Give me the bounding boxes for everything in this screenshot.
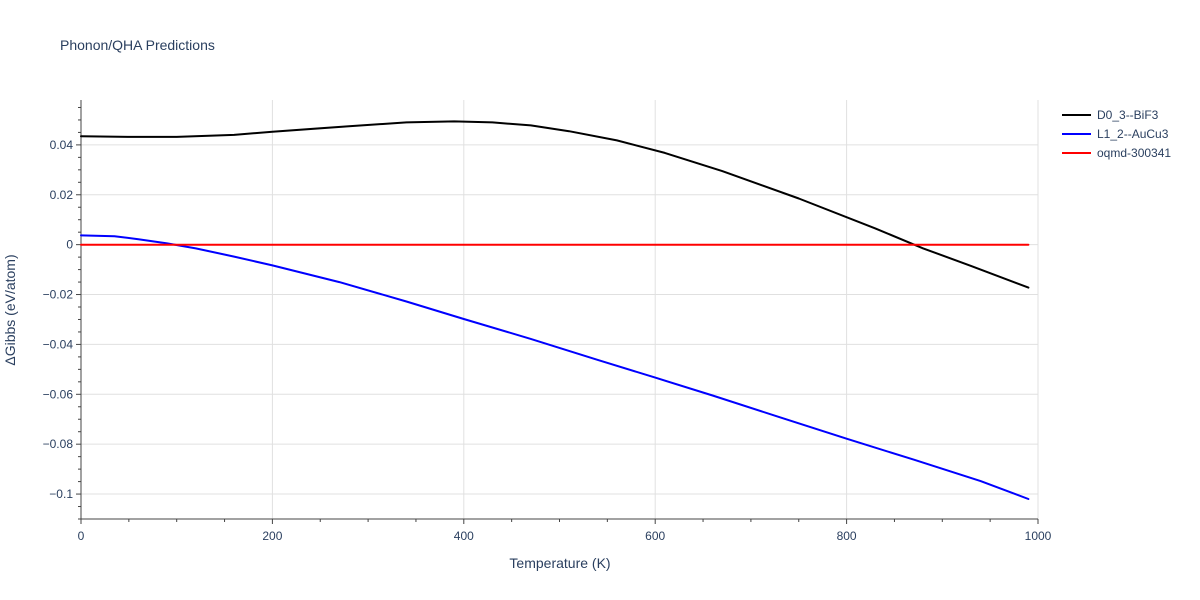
y-tick-labels: 0.04 0.02 0 −0.02 −0.04 −0.06 −0.08 −0.1 [43,138,74,501]
series-line-d0-3-bif3[interactable] [80,120,1030,289]
legend-label: D0_3--BiF3 [1097,108,1159,122]
legend-item[interactable]: L1_2--AuCu3 [1062,127,1169,141]
x-tick-label: 200 [262,529,282,543]
series-lines [80,120,1030,500]
legend-label: oqmd-300341 [1097,146,1171,160]
legend[interactable]: D0_3--BiF3 L1_2--AuCu3 oqmd-300341 [1062,108,1171,160]
y-tick-label: −0.06 [43,387,74,401]
x-tick-label: 0 [78,529,85,543]
legend-item[interactable]: D0_3--BiF3 [1062,108,1159,122]
axes [76,100,1039,524]
x-tick-label: 1000 [1025,529,1052,543]
y-tick-label: −0.04 [43,337,74,351]
y-axis-title: ΔGibbs (eV/atom) [2,254,18,365]
gridlines [81,100,1039,519]
series-line-l1-2-aucu3[interactable] [80,234,1030,500]
y-tick-label: 0.02 [50,188,74,202]
chart-title: Phonon/QHA Predictions [60,37,215,53]
y-tick-label: −0.02 [43,288,74,302]
x-tick-label: 800 [837,529,857,543]
y-tick-label: 0 [66,238,73,252]
x-axis-title: Temperature (K) [509,555,610,571]
x-tick-label: 400 [454,529,474,543]
y-tick-label: −0.1 [49,487,73,501]
y-tick-label: −0.08 [43,437,74,451]
y-tick-label: 0.04 [50,138,74,152]
x-tick-labels: 0 200 400 600 800 1000 [78,529,1052,543]
x-tick-label: 600 [645,529,665,543]
legend-item[interactable]: oqmd-300341 [1062,146,1171,160]
legend-label: L1_2--AuCu3 [1097,127,1169,141]
